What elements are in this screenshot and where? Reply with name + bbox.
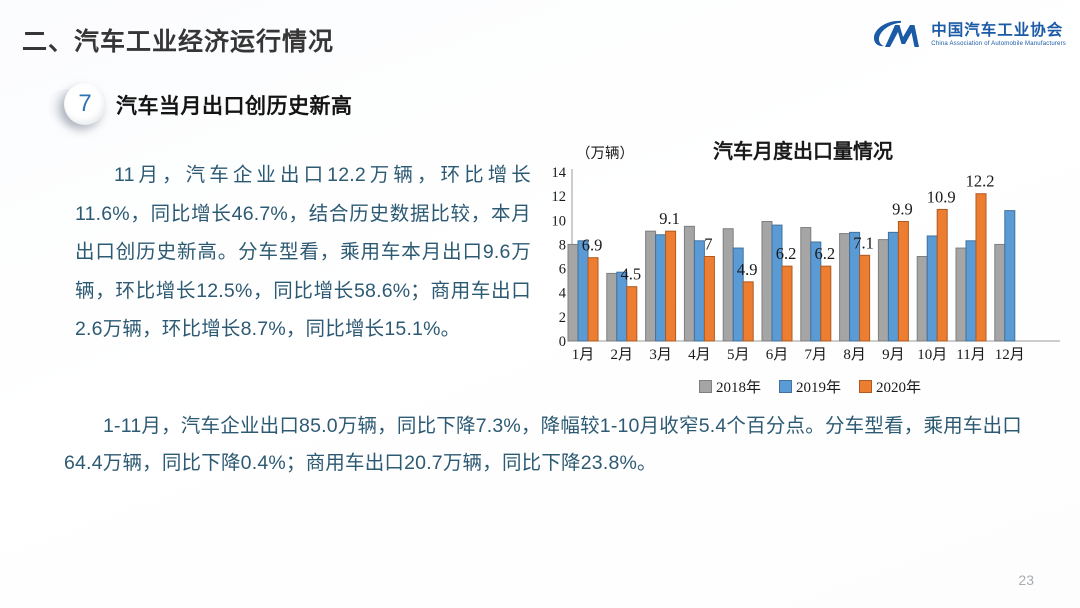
legend-label: 2019年 [795, 380, 841, 396]
y-tick-label: 12 [552, 189, 567, 205]
bar-2019年-10月 [926, 235, 938, 342]
y-tick-label: 0 [559, 334, 566, 350]
bar-2020年-4月 [703, 256, 715, 342]
x-tick-label: 5月 [727, 347, 750, 363]
y-tick-label: 4 [559, 286, 567, 302]
bar-2018年-6月 [761, 220, 773, 342]
bar-2020年-7月 [820, 265, 832, 342]
chart-legend: 2018年 2019年 2020年 [545, 376, 1075, 397]
bar-2019年-3月 [655, 234, 667, 342]
bar-2018年-4月 [683, 225, 695, 342]
paragraph-monthly-exports: 11月，汽车企业出口12.2万辆，环比增长11.6%，同比增长46.7%，结合历… [75, 164, 531, 340]
bar-2018年-1月 [567, 243, 579, 342]
bar-2019年-6月 [771, 224, 783, 342]
bar-value-label-1月: 6.9 [582, 236, 603, 255]
org-logo: 中国汽车工业协会 China Association of Automobile… [871, 16, 1066, 54]
monthly-export-chart: 汽车月度出口量情况 （万辆） 0 2 4 6 8 10 12 14 1月 2月 3月 4月 5月 6月 7月 8月… [545, 133, 1075, 408]
legend-swatch-icon [859, 380, 872, 393]
bar-2018年-3月 [645, 230, 657, 342]
bar-2020年-11月 [975, 193, 987, 342]
bar-2018年-8月 [839, 233, 851, 342]
bar-2020年-2月 [626, 286, 638, 342]
x-tick-label: 10月 [917, 347, 947, 363]
bar-2018年-5月 [722, 228, 734, 342]
bar-2020年-5月 [742, 281, 754, 342]
bar-2019年-4月 [693, 240, 705, 342]
y-tick-label: 6 [559, 262, 566, 278]
x-tick-label: 11月 [956, 347, 985, 363]
bar-2019年-1月 [577, 240, 589, 342]
bar-2020年-3月 [665, 230, 677, 342]
y-tick-label: 8 [559, 237, 566, 253]
y-tick-label: 2 [559, 310, 566, 326]
bar-2020年-6月 [781, 265, 793, 342]
bar-2018年-2月 [606, 272, 618, 342]
bar-2018年-11月 [955, 247, 967, 342]
x-tick-label: 4月 [688, 347, 711, 363]
legend-swatch-icon [698, 380, 712, 393]
x-tick-label: 1月 [572, 347, 595, 363]
section-title: 汽车当月出口创历史新高 [116, 95, 353, 118]
legend-item-2019年: 2019年 [778, 376, 841, 397]
y-tick-label: 10 [552, 213, 567, 229]
bar-2019年-12月 [1004, 210, 1016, 342]
legend-label: 2018年 [715, 380, 761, 396]
x-tick-label: 2月 [611, 347, 634, 363]
x-tick-label: 3月 [649, 347, 672, 363]
bar-value-label-6月: 6.2 [776, 244, 797, 263]
x-tick-label: 8月 [843, 347, 866, 363]
bar-2018年-9月 [877, 239, 889, 342]
bar-value-label-2月: 4.5 [620, 265, 641, 284]
bar-value-label-11月: 12.2 [966, 172, 995, 191]
logo-org-name-en: China Association of Automobile Manufact… [931, 40, 1066, 47]
bar-value-label-3月: 9.1 [659, 209, 680, 228]
bar-2019年-11月 [965, 240, 977, 342]
x-tick-label: 7月 [805, 347, 828, 363]
chart-unit-label: （万辆） [576, 145, 634, 162]
bar-value-label-7月: 6.2 [814, 244, 835, 263]
x-tick-label: 12月 [995, 347, 1025, 363]
legend-swatch-icon [778, 380, 792, 393]
bar-2020年-9月 [897, 220, 909, 342]
paragraph-cumulative-exports: 1-11月，汽车企业出口85.0万辆，同比下降7.3%，降幅较1-10月收窄5.… [64, 415, 1022, 474]
bar-2019年-9月 [887, 231, 899, 342]
bar-value-label-8月: 7.1 [853, 233, 874, 252]
bar-2020年-8月 [859, 254, 871, 342]
section-number-badge: 7 [46, 83, 106, 129]
legend-item-2018年: 2018年 [698, 376, 761, 397]
bar-2018年-7月 [800, 227, 812, 342]
bar-value-label-5月: 4.9 [737, 260, 758, 279]
logo-monogram-icon [874, 20, 920, 47]
x-tick-label: 6月 [766, 347, 789, 363]
bar-2018年-12月 [994, 243, 1006, 342]
x-tick-label: 9月 [882, 347, 905, 363]
logo-org-name-cn: 中国汽车工业协会 [931, 21, 1064, 39]
chart-canvas: 汽车月度出口量情况 （万辆） 0 2 4 6 8 10 12 14 1月 2月 3月 4月 5月 6月 7月 8月… [552, 139, 1060, 363]
section-number: 7 [78, 90, 92, 117]
chart-title: 汽车月度出口量情况 [713, 139, 893, 163]
bar-2020年-10月 [936, 208, 948, 342]
page-title: 二、汽车工业经济运行情况 [22, 28, 335, 56]
bar-value-label-10月: 10.9 [927, 187, 956, 206]
bar-value-label-9月: 9.9 [892, 199, 913, 218]
legend-item-2020年: 2020年 [859, 376, 921, 397]
bar-2018年-10月 [916, 256, 928, 342]
y-tick-label: 14 [552, 165, 567, 181]
bar-value-label-4月: 7 [704, 235, 712, 254]
legend-label: 2020年 [876, 380, 922, 396]
page-number: 23 [1018, 572, 1034, 588]
bar-2020年-1月 [587, 257, 599, 342]
